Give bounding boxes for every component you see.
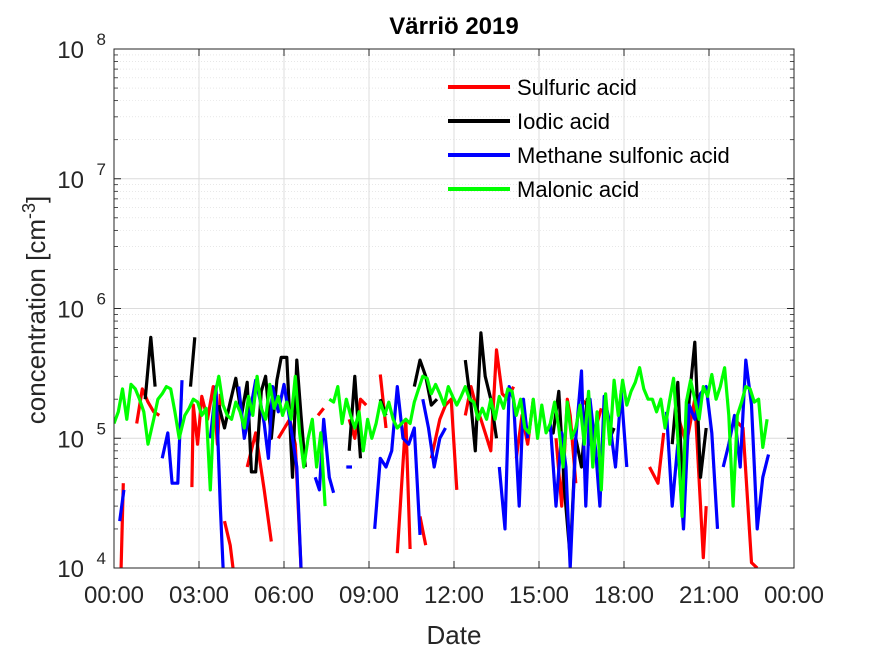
legend: Sulfuric acid Iodic acid Methane sulfonic … — [448, 75, 730, 202]
x-axis-label: Date — [427, 620, 482, 650]
series-line-segment — [222, 520, 235, 568]
y-axis-label-exponent: -3 — [19, 203, 39, 219]
x-tick-label: 12:00 — [424, 582, 484, 609]
y-tick-label-exponent: 6 — [97, 290, 106, 309]
legend-label: Malonic acid — [517, 177, 639, 202]
series-line-segment — [217, 355, 307, 479]
y-tick-label: 10 — [57, 167, 84, 194]
series-line-segment — [328, 366, 769, 519]
y-tick-label: 10 — [57, 426, 84, 453]
y-tick-label: 10 — [57, 556, 84, 583]
x-tick-label: 03:00 — [169, 582, 229, 609]
x-tick-label: 21:00 — [679, 582, 739, 609]
y-tick-label-base: 10 — [57, 37, 84, 64]
x-tick-label: 09:00 — [339, 582, 399, 609]
y-axis-label: concentration [cm-3] — [19, 196, 51, 424]
y-tick-label: 10 — [57, 37, 84, 64]
x-tick-label: 18:00 — [594, 582, 654, 609]
tick-marks — [113, 48, 795, 569]
legend-item: Methane sulfonic acid — [448, 143, 730, 168]
legend-label: Iodic acid — [517, 109, 610, 134]
x-tick-labels: 00:00 03:00 06:00 09:00 12:00 15:00 18:00 21:00… — [84, 582, 824, 609]
y-tick-label-base: 10 — [57, 167, 84, 194]
y-tick-label-base: 10 — [57, 297, 84, 324]
x-tick-label: 15:00 — [509, 582, 569, 609]
series-line-segment — [114, 374, 327, 507]
y-tick-label-exponent: 7 — [97, 160, 106, 179]
x-tick-label: 00:00 — [764, 582, 824, 609]
x-tick-label: 06:00 — [254, 582, 314, 609]
series-line-segment — [733, 418, 759, 568]
series-line-segment — [421, 398, 447, 469]
series-line-segment — [143, 335, 157, 400]
y-tick-label: 10 — [57, 297, 84, 324]
y-tick-label-base: 10 — [57, 426, 84, 453]
series-line-segment — [160, 380, 184, 485]
legend-item: Sulfuric acid — [448, 75, 637, 100]
series-line-segment — [418, 516, 428, 546]
legend-label: Methane sulfonic acid — [517, 143, 730, 168]
y-tick-label-exponent: 4 — [97, 549, 106, 568]
series-line-segment — [670, 340, 708, 508]
series-line-segment — [648, 432, 666, 485]
series-line-segment — [118, 489, 126, 522]
chart-title: Värriö 2019 — [389, 13, 518, 40]
series-malonic-acid — [114, 366, 769, 519]
y-tick-label-exponent: 8 — [97, 30, 106, 49]
series-line-segment — [188, 337, 197, 387]
y-tick-labels: 10 4 10 5 10 6 10 7 10 8 — [57, 30, 106, 583]
y-axis-label-main: concentration [cm — [21, 219, 51, 424]
series-line-segment — [378, 374, 388, 429]
series-line-segment — [664, 385, 720, 531]
legend-item: Iodic acid — [448, 109, 610, 134]
series-line-segment — [373, 385, 422, 535]
series-line-segment — [316, 407, 325, 417]
y-axis-label-close: ] — [21, 196, 51, 203]
legend-item: Malonic acid — [448, 177, 639, 202]
series-line-segment — [313, 417, 336, 494]
legend-label: Sulfuric acid — [517, 75, 637, 100]
y-tick-label-exponent: 5 — [97, 419, 106, 438]
x-tick-label: 00:00 — [84, 582, 144, 609]
series-line-segment — [347, 374, 363, 459]
series-layer — [114, 331, 771, 568]
y-tick-label-base: 10 — [57, 556, 84, 583]
